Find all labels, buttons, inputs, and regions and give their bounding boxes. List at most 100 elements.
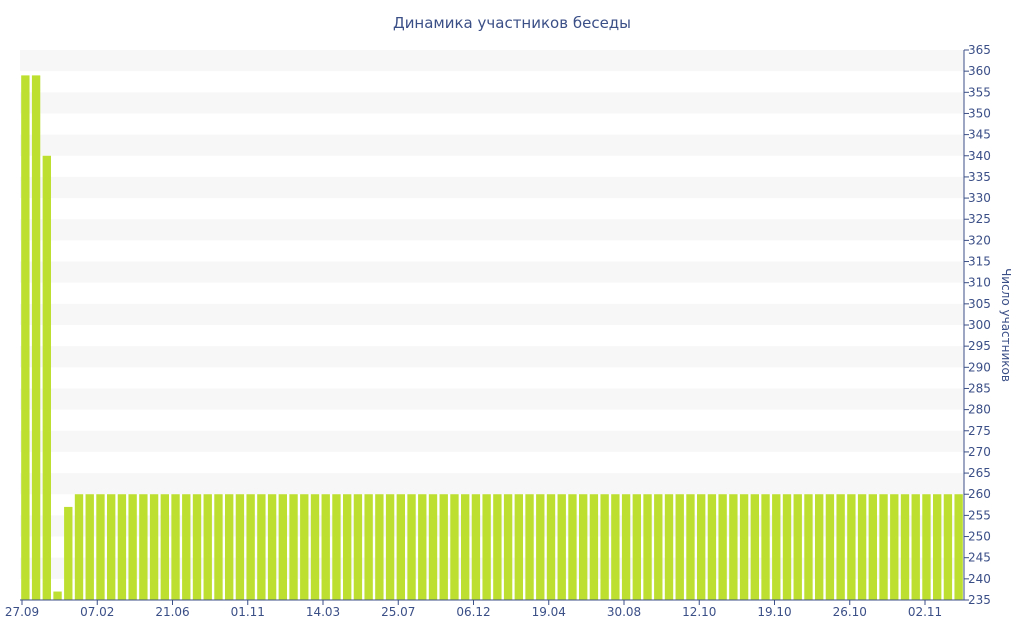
bar[interactable]: [107, 494, 116, 600]
bar[interactable]: [579, 494, 588, 600]
bar[interactable]: [289, 494, 298, 600]
bar[interactable]: [64, 506, 73, 600]
bar[interactable]: [793, 494, 802, 600]
y-tick-label: 245: [968, 551, 991, 565]
bar[interactable]: [654, 494, 663, 600]
bar[interactable]: [225, 494, 234, 600]
bar[interactable]: [600, 494, 609, 600]
bar[interactable]: [117, 494, 127, 600]
y-tick-label: 340: [968, 149, 991, 163]
bar[interactable]: [632, 494, 641, 600]
y-tick-label: 285: [968, 381, 991, 395]
bar[interactable]: [739, 494, 749, 600]
bar[interactable]: [493, 494, 502, 600]
bar[interactable]: [246, 494, 255, 600]
bar[interactable]: [171, 494, 180, 600]
grid-band: [20, 430, 964, 452]
bar[interactable]: [815, 494, 824, 600]
bar[interactable]: [96, 494, 105, 600]
bar[interactable]: [203, 494, 212, 600]
bar[interactable]: [900, 494, 910, 600]
background-bands: [20, 50, 964, 579]
bar[interactable]: [890, 494, 899, 600]
bar[interactable]: [332, 494, 341, 600]
bar[interactable]: [750, 494, 759, 600]
bar[interactable]: [611, 494, 620, 600]
bar[interactable]: [310, 494, 320, 600]
bar[interactable]: [482, 494, 491, 600]
bar[interactable]: [396, 494, 405, 600]
bar[interactable]: [278, 494, 287, 600]
bar[interactable]: [514, 494, 523, 600]
bar[interactable]: [375, 494, 384, 600]
bar[interactable]: [235, 494, 245, 600]
bar[interactable]: [42, 155, 51, 600]
bar[interactable]: [139, 494, 148, 600]
bar[interactable]: [568, 494, 577, 600]
bar[interactable]: [664, 494, 674, 600]
bar[interactable]: [675, 494, 684, 600]
grid-band: [20, 303, 964, 325]
bar[interactable]: [407, 494, 416, 600]
bar[interactable]: [847, 494, 856, 600]
bar[interactable]: [729, 494, 738, 600]
bar[interactable]: [782, 494, 792, 600]
bar[interactable]: [879, 494, 888, 600]
bar[interactable]: [192, 494, 202, 600]
bar[interactable]: [772, 494, 781, 600]
bar[interactable]: [557, 494, 566, 600]
bar[interactable]: [589, 494, 599, 600]
y-tick-label: 255: [968, 508, 991, 522]
bar[interactable]: [149, 494, 159, 600]
bar[interactable]: [182, 494, 191, 600]
y-tick-label: 335: [968, 170, 991, 184]
bar[interactable]: [257, 494, 266, 600]
bar[interactable]: [922, 494, 931, 600]
bar[interactable]: [933, 494, 942, 600]
bar[interactable]: [503, 494, 513, 600]
bar[interactable]: [364, 494, 373, 600]
bar[interactable]: [525, 494, 534, 600]
bar[interactable]: [160, 494, 169, 600]
bar[interactable]: [343, 494, 352, 600]
bar[interactable]: [300, 494, 309, 600]
bar[interactable]: [214, 494, 223, 600]
bar[interactable]: [718, 494, 727, 600]
grid-band: [20, 346, 964, 368]
bar[interactable]: [825, 494, 835, 600]
bar[interactable]: [804, 494, 813, 600]
bar[interactable]: [546, 494, 556, 600]
bar[interactable]: [761, 494, 770, 600]
bar[interactable]: [450, 494, 459, 600]
bar[interactable]: [707, 494, 717, 600]
bar[interactable]: [868, 494, 877, 600]
bar[interactable]: [857, 494, 867, 600]
bar[interactable]: [321, 494, 330, 600]
bar[interactable]: [418, 494, 427, 600]
bar[interactable]: [471, 494, 481, 600]
x-tick-label: 19.10: [757, 605, 791, 619]
bar[interactable]: [267, 494, 277, 600]
bar[interactable]: [643, 494, 652, 600]
bar[interactable]: [128, 494, 137, 600]
bar[interactable]: [943, 494, 953, 600]
bar[interactable]: [85, 494, 94, 600]
bar[interactable]: [836, 494, 845, 600]
bar[interactable]: [21, 75, 30, 600]
y-tick-label: 300: [968, 318, 991, 332]
bar[interactable]: [461, 494, 470, 600]
bar[interactable]: [53, 591, 62, 600]
bar[interactable]: [428, 494, 438, 600]
bar[interactable]: [439, 494, 448, 600]
bar[interactable]: [686, 494, 695, 600]
bar[interactable]: [74, 494, 84, 600]
bar[interactable]: [697, 494, 706, 600]
y-tick-label: 315: [968, 255, 991, 269]
bar[interactable]: [536, 494, 545, 600]
bar[interactable]: [911, 494, 920, 600]
bar[interactable]: [621, 494, 631, 600]
bar[interactable]: [954, 494, 963, 600]
bar[interactable]: [385, 494, 395, 600]
bar[interactable]: [31, 75, 41, 600]
bar[interactable]: [353, 494, 363, 600]
